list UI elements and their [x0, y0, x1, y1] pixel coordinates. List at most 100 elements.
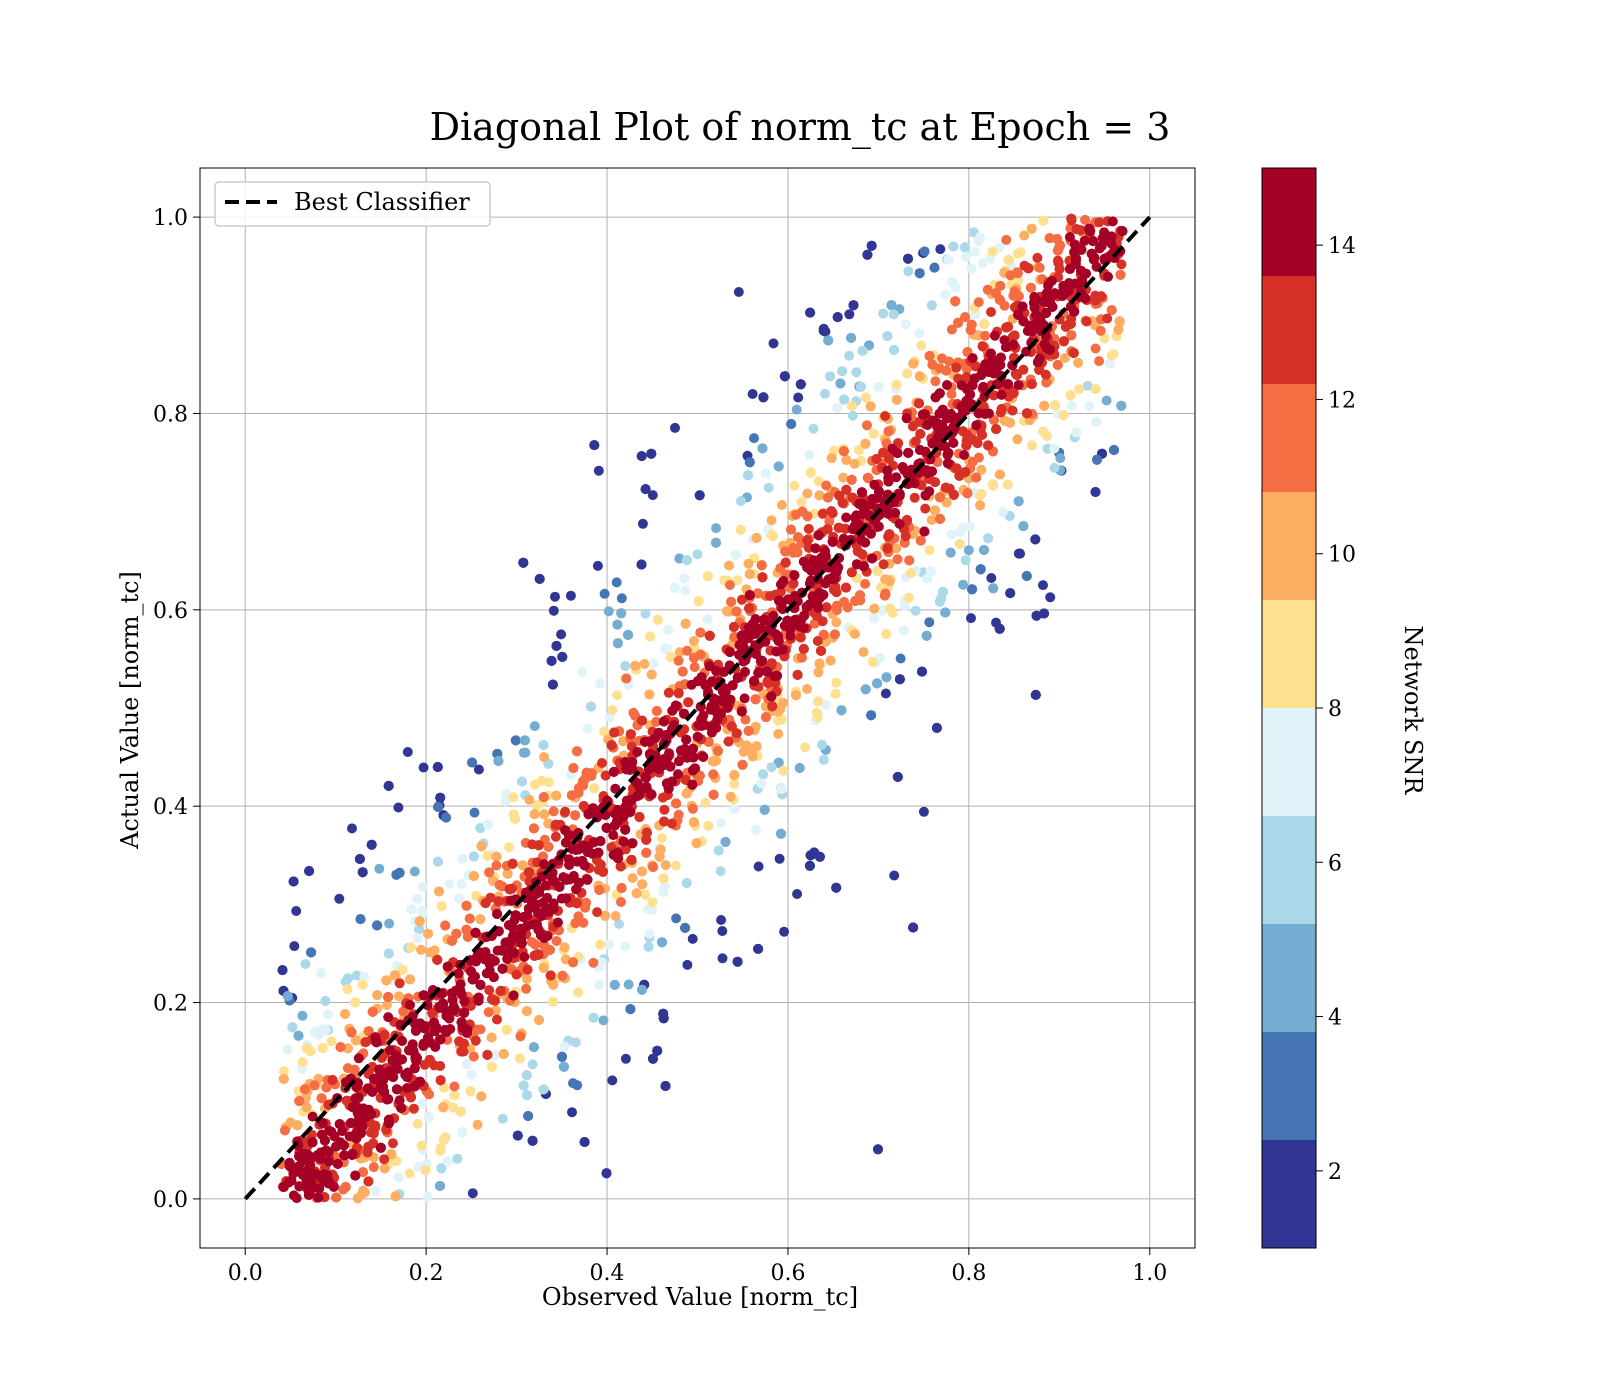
scatter-point [803, 523, 814, 534]
scatter-point [604, 939, 615, 950]
scatter-point [908, 358, 919, 369]
scatter-point [368, 1128, 379, 1139]
scatter-point [559, 1041, 570, 1052]
scatter-point [910, 605, 921, 616]
scatter-point [550, 591, 560, 602]
scatter-point [548, 806, 559, 817]
scatter-point [961, 435, 972, 446]
scatter-point [634, 812, 645, 822]
scatter-point [614, 919, 625, 929]
scatter-point [527, 1059, 538, 1070]
scatter-point [847, 401, 857, 412]
scatter-point [995, 407, 1006, 418]
scatter-point [548, 605, 559, 616]
scatter-point [832, 605, 842, 616]
scatter-point [823, 335, 834, 346]
scatter-point [837, 497, 848, 508]
scatter-point [1013, 496, 1024, 507]
scatter-point [986, 307, 996, 317]
scatter-point [829, 629, 840, 640]
scatter-point [804, 860, 815, 871]
scatter-point [730, 549, 741, 560]
scatter-point [1113, 324, 1124, 335]
scatter-point [946, 389, 957, 400]
scatter-point [793, 392, 804, 403]
scatter-point [751, 741, 762, 752]
scatter-point [720, 836, 731, 847]
scatter-point [673, 655, 684, 666]
scatter-point [449, 1081, 460, 1092]
scatter-point [802, 684, 812, 694]
scatter-point [646, 448, 657, 459]
scatter-point [367, 1006, 378, 1017]
scatter-point [1066, 213, 1077, 224]
scatter-point [351, 970, 362, 981]
scatter-point [855, 590, 865, 601]
scatter-point [534, 1015, 544, 1025]
scatter-point [279, 1125, 290, 1136]
scatter-point [788, 578, 799, 589]
scatter-point [616, 593, 627, 604]
scatter-point [940, 289, 951, 300]
scatter-point [1014, 291, 1024, 302]
chart-title: Diagonal Plot of norm_tc at Epoch = 3 [430, 105, 1171, 150]
scatter-point [744, 569, 755, 580]
scatter-point [724, 560, 734, 571]
scatter-point [776, 828, 786, 839]
scatter-point [1018, 521, 1029, 532]
scatter-point [404, 974, 415, 985]
scatter-point [744, 603, 755, 614]
scatter-point [924, 545, 935, 556]
scatter-point [973, 452, 984, 463]
scatter-point [1090, 343, 1101, 354]
scatter-point [416, 944, 426, 955]
scatter-point [813, 476, 824, 487]
scatter-point [988, 480, 999, 491]
scatter-point [384, 1118, 394, 1129]
scatter-point [628, 707, 639, 718]
scatter-point [618, 836, 629, 847]
scatter-point [340, 976, 351, 987]
scatter-point [637, 715, 648, 726]
scatter-point [520, 747, 531, 758]
scatter-point [510, 735, 521, 746]
scatter-point [1065, 390, 1076, 401]
scatter-point [766, 515, 777, 526]
scatter-point [423, 928, 433, 939]
scatter-point [702, 571, 713, 582]
scatter-point [550, 831, 561, 842]
scatter-point [409, 866, 420, 877]
scatter-point [716, 915, 727, 925]
scatter-point [620, 661, 631, 671]
scatter-point [475, 823, 486, 834]
scatter-point [1101, 395, 1112, 406]
scatter-point [703, 820, 714, 831]
scatter-point [1034, 262, 1045, 273]
scatter-point [379, 1029, 390, 1040]
scatter-point [849, 458, 860, 469]
scatter-point [1005, 588, 1016, 599]
scatter-point [538, 962, 549, 973]
scatter-point [986, 573, 997, 583]
scatter-point [521, 1006, 532, 1017]
scatter-point [978, 382, 989, 392]
scatter-point [983, 440, 994, 451]
scatter-point [297, 1010, 308, 1021]
scatter-point [282, 991, 293, 1001]
scatter-point [975, 564, 986, 575]
scatter-point [658, 716, 669, 727]
scatter-point [729, 778, 740, 789]
scatter-point [891, 394, 902, 405]
scatter-point [966, 319, 977, 330]
scatter-point [732, 575, 743, 586]
scatter-point [656, 833, 667, 844]
scatter-point [711, 523, 722, 534]
scatter-point [524, 794, 535, 805]
scatter-point [862, 249, 873, 260]
scatter-point [886, 300, 897, 311]
scatter-point [359, 971, 370, 982]
scatter-point [837, 366, 848, 377]
scatter-point [804, 449, 815, 460]
scatter-point [1081, 316, 1092, 327]
scatter-point [813, 667, 824, 678]
